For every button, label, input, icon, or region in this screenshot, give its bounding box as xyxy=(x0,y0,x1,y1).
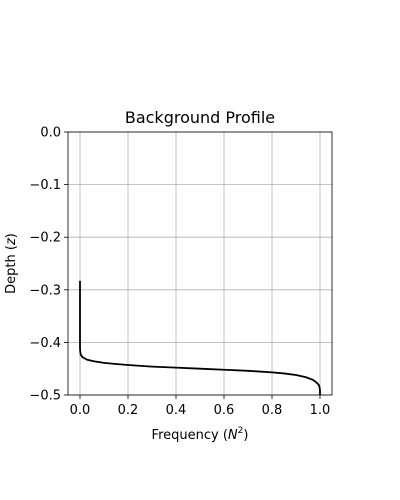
y-axis-label-suffix: ) xyxy=(4,233,19,238)
y-tick-label: −0.2 xyxy=(29,231,61,246)
x-tick-label: 0.2 xyxy=(118,403,139,418)
y-axis-label-prefix: Depth ( xyxy=(4,245,19,294)
x-axis-label-symbol: N xyxy=(228,428,238,443)
y-tick-label: 0.0 xyxy=(40,126,61,141)
y-tick-label: −0.1 xyxy=(29,178,61,193)
plot-lines xyxy=(79,280,321,395)
y-axis-label: Depth (z) xyxy=(4,233,19,294)
x-tick-label: 0.6 xyxy=(214,403,235,418)
series-line xyxy=(79,280,321,395)
grid xyxy=(68,131,332,396)
x-tick-label: 0.0 xyxy=(70,403,91,418)
x-axis-label-prefix: Frequency ( xyxy=(152,428,228,443)
y-axis-label-symbol: z xyxy=(4,237,19,246)
x-axis-label-suffix: ) xyxy=(243,428,248,443)
chart-title: Background Profile xyxy=(125,108,275,127)
ticks: 0.0 0.2 0.4 0.6 0.8 1.0 0.0 −0.1 −0.2 −0.3 −0.4 −0.… xyxy=(29,126,330,419)
y-tick-label: −0.4 xyxy=(29,336,61,351)
x-tick-label: 1.0 xyxy=(310,403,331,418)
x-tick-label: 0.4 xyxy=(166,403,187,418)
plot-frame xyxy=(67,131,333,396)
x-tick-label: 0.8 xyxy=(262,403,283,418)
y-tick-label: −0.5 xyxy=(29,389,61,404)
x-axis-label-sup: 2 xyxy=(238,426,244,436)
x-axis-label: Frequency (N2) xyxy=(152,426,249,443)
y-tick-label: −0.3 xyxy=(29,283,61,298)
